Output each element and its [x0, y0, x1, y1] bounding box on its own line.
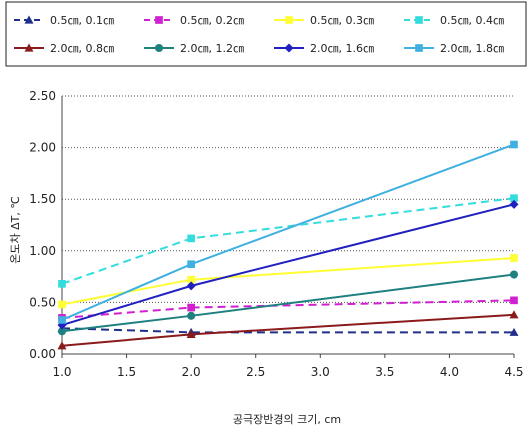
- data-point: [57, 327, 67, 336]
- y-axis-title: 온도차 ΔT, ℃: [9, 196, 22, 263]
- legend-swatch-marker: [284, 43, 294, 53]
- y-tick-label: 0.50: [29, 295, 56, 309]
- data-point: [186, 329, 196, 338]
- data-point: [187, 311, 196, 320]
- y-tick-label: 2.00: [29, 141, 56, 155]
- data-point: [187, 260, 195, 269]
- legend-label: 0.5㎝, 0.4㎝: [440, 14, 504, 27]
- y-tick-label: 0.00: [29, 347, 56, 361]
- legend-label: 2.0㎝, 1.2㎝: [180, 42, 244, 55]
- legend: 0.5㎝, 0.1㎝ 0.5㎝, 0.2㎝ 0.5㎝, 0.3㎝ 0.5㎝, 0.4㎝…: [5, 1, 527, 67]
- legend-swatch-marker: [415, 16, 423, 24]
- legend-label: 0.5㎝, 0.3㎝: [310, 14, 374, 27]
- data-point: [58, 316, 66, 324]
- x-tick-label: 1.5: [117, 365, 136, 379]
- x-tick-label: 4.0: [440, 365, 459, 379]
- legend-swatch-marker: [415, 44, 423, 52]
- data-point: [509, 199, 519, 209]
- legend-swatch-marker: [285, 16, 293, 24]
- series-line: [61, 197, 515, 285]
- legend-swatch-marker: [155, 16, 163, 24]
- legend-label: 2.0㎝, 1.8㎝: [440, 42, 504, 55]
- legend-label: 0.5㎝, 0.2㎝: [180, 14, 244, 27]
- series-line: [61, 143, 515, 321]
- series-line: [61, 299, 515, 319]
- x-axis-title: 공극장반경의 크기, cm: [233, 413, 341, 426]
- data-point: [58, 279, 66, 288]
- x-tick-label: 4.5: [504, 365, 523, 379]
- data-point: [187, 234, 195, 243]
- data-point: [58, 300, 66, 309]
- data-point: [509, 327, 519, 336]
- y-tick-label: 1.00: [29, 244, 56, 258]
- data-point: [510, 194, 518, 202]
- legend-label: 2.0㎝, 0.8㎝: [50, 42, 114, 55]
- legend-swatch-marker: [154, 43, 164, 53]
- legend-label: 2.0㎝, 1.6㎝: [310, 42, 374, 55]
- data-point: [509, 270, 519, 279]
- legend-label: 0.5㎝, 0.1㎝: [50, 14, 114, 27]
- data-point: [510, 140, 518, 149]
- x-tick-label: 1.0: [52, 365, 71, 379]
- data-point: [57, 341, 67, 350]
- data-point: [509, 310, 519, 319]
- x-tick-label: 2.0: [182, 365, 201, 379]
- x-tick-label: 3.0: [311, 365, 330, 379]
- y-tick-label: 1.50: [29, 192, 56, 206]
- series-line: [61, 273, 515, 333]
- x-tick-label: 3.5: [375, 365, 394, 379]
- legend-swatch-marker: [24, 15, 34, 24]
- series-line: [61, 203, 515, 327]
- data-point: [187, 275, 195, 284]
- data-point: [510, 296, 518, 305]
- plot-area: 0.00 0.50 1.00 1.50 2.00 2.50 1.0 1.5 2.0 2.5 3.0 3…: [29, 89, 523, 379]
- series-line: [61, 257, 515, 306]
- y-tick-label: 2.50: [29, 89, 56, 103]
- data-point: [187, 303, 195, 312]
- series-line: [61, 327, 514, 334]
- data-point: [510, 254, 518, 262]
- legend-box: [5, 1, 527, 67]
- data-point: [186, 281, 196, 291]
- legend-swatch-marker: [24, 43, 34, 52]
- x-tick-label: 2.5: [246, 365, 265, 379]
